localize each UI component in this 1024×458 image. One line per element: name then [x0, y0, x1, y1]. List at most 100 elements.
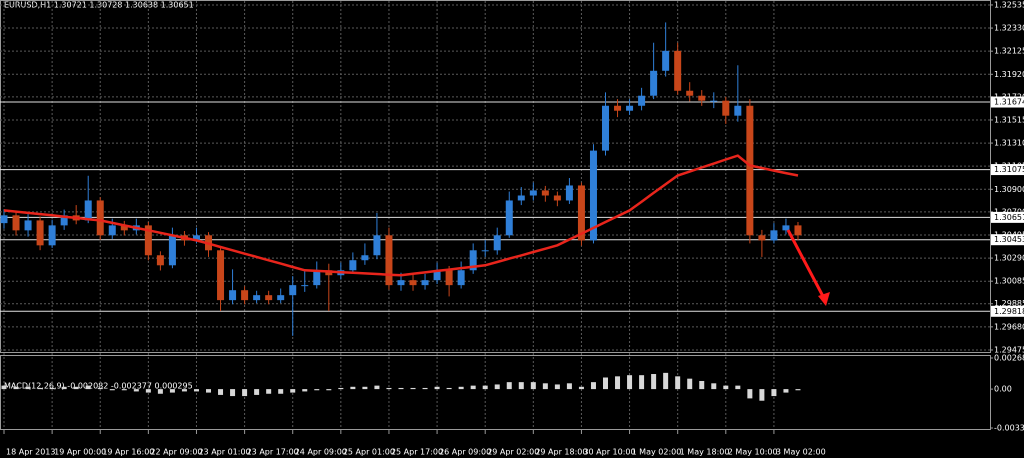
- candle-body: [361, 255, 369, 261]
- level-label: 1.31674: [994, 98, 1024, 107]
- macd-bar: [723, 385, 729, 390]
- macd-bar: [218, 389, 224, 395]
- macd-bar: [25, 386, 31, 390]
- candle-body: [289, 285, 297, 296]
- candle-body: [36, 220, 44, 246]
- candle-body: [722, 100, 730, 116]
- macd-bar: [386, 387, 392, 390]
- x-tick-label: 19 Apr 16:00: [102, 448, 154, 457]
- candle-body: [397, 280, 405, 286]
- y-tick-label: 1.29680: [994, 322, 1024, 331]
- candle-body: [481, 250, 489, 252]
- candle-body: [602, 105, 609, 151]
- candle-body: [48, 225, 56, 246]
- candle-body: [385, 235, 393, 286]
- level-label-box: [991, 211, 1024, 223]
- macd-bar: [578, 386, 584, 390]
- level-label-box: [991, 234, 1024, 246]
- macd-bar: [73, 386, 79, 390]
- macd-bar: [206, 389, 212, 393]
- candle-body: [541, 190, 549, 196]
- candle-body: [373, 235, 381, 256]
- macd-bar: [699, 380, 705, 390]
- macd-bar: [735, 385, 741, 390]
- candle-body: [84, 200, 92, 221]
- y-tick-label: 0.00268: [994, 354, 1024, 363]
- macd-bar: [61, 386, 67, 390]
- candle-body: [517, 195, 525, 201]
- candle-body: [229, 290, 237, 301]
- macd-bar: [145, 389, 151, 393]
- candle-body: [614, 105, 622, 111]
- macd-bar: [193, 389, 199, 392]
- macd-bar: [254, 389, 260, 395]
- macd-bar: [615, 376, 621, 390]
- candle-body: [746, 105, 754, 236]
- candle-body: [794, 225, 802, 236]
- macd-bar: [783, 389, 789, 393]
- macd-bar: [398, 387, 404, 390]
- x-tick-label: 19 Apr 00:00: [54, 448, 106, 457]
- y-tick-label: 1.31310: [994, 139, 1024, 148]
- macd-bar: [590, 382, 596, 390]
- macd-bar: [362, 386, 368, 390]
- moving-average: [3, 154, 799, 277]
- candle-body: [493, 235, 501, 251]
- macd-bar: [651, 374, 657, 390]
- candle-body: [265, 295, 273, 301]
- candle-body: [60, 215, 68, 226]
- macd-bar: [109, 389, 115, 391]
- candle-body: [217, 250, 225, 301]
- candle-body: [770, 230, 778, 241]
- x-tick-label: 29 Apr 18:00: [535, 448, 587, 457]
- macd-bar: [350, 386, 356, 390]
- level-label: 1.31075: [994, 165, 1024, 174]
- macd-bar: [603, 377, 608, 390]
- candle-body: [120, 225, 128, 231]
- level-label-box: [991, 96, 1024, 108]
- x-tick-label: 1 May 18:00: [680, 448, 730, 457]
- candle-body: [710, 100, 718, 102]
- y-tick-label: 1.30900: [994, 185, 1024, 194]
- level-label-box: [991, 305, 1024, 317]
- x-tick-label: 23 Apr 01:00: [198, 448, 250, 457]
- macd-bar: [675, 376, 681, 390]
- candle-body: [301, 285, 309, 287]
- macd-bar: [506, 382, 512, 390]
- candle-body: [758, 235, 766, 241]
- macd-bar: [470, 385, 476, 390]
- candle-body: [168, 235, 176, 266]
- candle-body: [349, 260, 357, 271]
- macd-bar: [422, 387, 428, 390]
- candle-body: [638, 95, 646, 106]
- macd-bar: [242, 389, 248, 397]
- y-tick-label: 1.30085: [994, 277, 1024, 286]
- candle-body: [241, 290, 249, 301]
- macd-bar: [554, 384, 560, 390]
- candle-body: [24, 220, 32, 231]
- candle-body: [674, 50, 682, 91]
- x-tick-label: 1 May 02:00: [632, 448, 682, 457]
- macd-bar: [747, 389, 753, 399]
- y-tick-label: 1.30290: [994, 254, 1024, 263]
- macd-bar: [1, 385, 7, 390]
- macd-bar: [37, 387, 43, 390]
- macd-bar: [518, 382, 524, 390]
- macd-bar: [181, 389, 187, 392]
- x-tick-label: 29 Apr 02:00: [487, 448, 539, 457]
- y-tick-label: 0.00: [994, 385, 1012, 394]
- macd-bar: [326, 389, 332, 391]
- macd-bar: [290, 389, 296, 393]
- y-tick-label: 1.31515: [994, 115, 1024, 124]
- macd-bar: [494, 384, 500, 390]
- y-tick-label: 1.32125: [994, 47, 1024, 56]
- candle-body: [445, 270, 453, 286]
- candle-body: [686, 90, 694, 96]
- candle-body: [505, 200, 513, 236]
- candle-body: [553, 195, 561, 201]
- candle-body: [108, 225, 116, 236]
- macd-bar: [133, 389, 139, 392]
- candle-body: [313, 270, 321, 286]
- macd-bar: [434, 386, 440, 390]
